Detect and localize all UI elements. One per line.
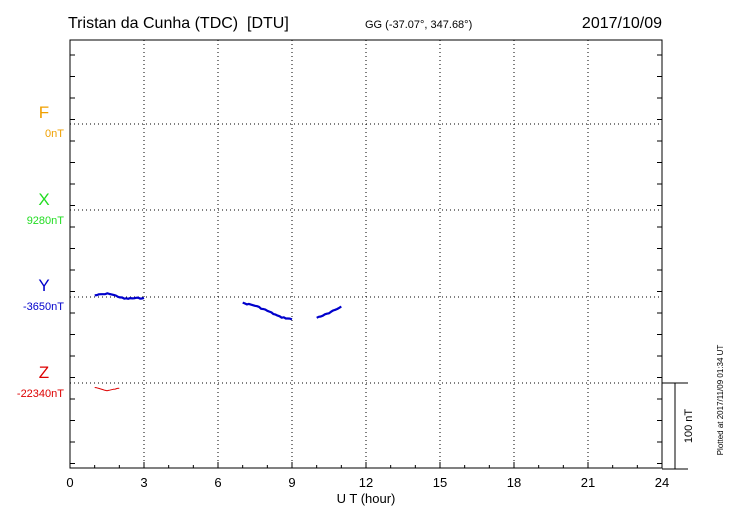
- series-line-z: [94, 387, 120, 392]
- x-tick-label: 9: [288, 475, 295, 490]
- x-tick-label: 15: [433, 475, 447, 490]
- series-name-x: X: [38, 190, 49, 209]
- series-baseline-y: -3650nT: [23, 301, 64, 313]
- plotted-note: Plotted at 2017/11/09 01:34 UT: [716, 345, 725, 456]
- x-tick-label: 12: [359, 475, 373, 490]
- series-line-y: [316, 305, 342, 319]
- x-tick-label: 18: [507, 475, 521, 490]
- scale-bar: 100 nT: [662, 382, 695, 470]
- station-title: Tristan da Cunha (TDC) [DTU]: [68, 15, 289, 32]
- series-baseline-f: 0nT: [45, 128, 64, 140]
- x-tick-label: 0: [66, 475, 73, 490]
- series-name-y: Y: [38, 276, 49, 295]
- x-tick-label: 6: [214, 475, 221, 490]
- series-layer: F 0nT X 9280nT Y -3650nT Z -22340nT: [17, 103, 342, 400]
- series-name-f: F: [39, 103, 49, 122]
- x-axis-label: U T (hour): [337, 491, 396, 506]
- series-line-y: [94, 292, 145, 300]
- x-tick-label: 3: [140, 475, 147, 490]
- x-tick-label: 24: [655, 475, 669, 490]
- series-name-z: Z: [39, 363, 49, 382]
- coords-label: GG (-37.07°, 347.68°): [365, 19, 472, 31]
- series-baseline-x: 9280nT: [27, 215, 65, 227]
- x-axis: 0 3 6 9 12 15 18 21 24: [66, 54, 669, 490]
- series-baseline-z: -22340nT: [17, 388, 64, 400]
- date-label: 2017/10/09: [582, 15, 662, 32]
- scale-bar-label: 100 nT: [683, 409, 695, 444]
- grid: [70, 40, 662, 468]
- series-line-y: [242, 301, 293, 321]
- x-tick-label: 21: [581, 475, 595, 490]
